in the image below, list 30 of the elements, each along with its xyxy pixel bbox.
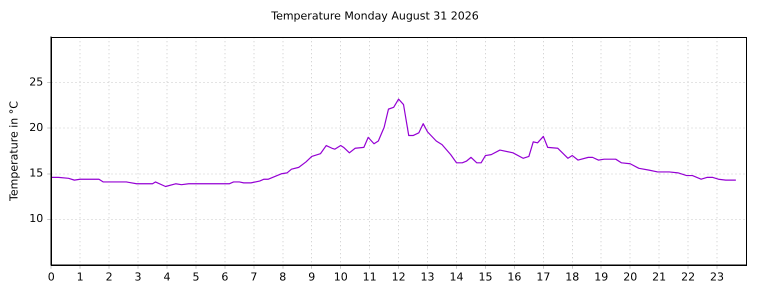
x-tick-label: 16 xyxy=(507,270,522,284)
x-tick-label: 21 xyxy=(652,270,666,284)
x-tick-label: 2 xyxy=(106,270,113,284)
y-tick-label: 10 xyxy=(29,212,44,226)
x-tick-label: 10 xyxy=(334,270,348,284)
x-tick-label: 13 xyxy=(420,270,435,284)
x-tick-label: 18 xyxy=(565,270,580,284)
chart-title: Temperature Monday August 31 2026 xyxy=(270,9,479,22)
y-axis-title: Temperature in °C xyxy=(7,100,20,202)
x-tick-label: 4 xyxy=(164,270,170,284)
x-tick-label: 6 xyxy=(221,270,228,284)
x-tick-label: 22 xyxy=(681,270,696,284)
x-tick-label: 0 xyxy=(48,270,55,284)
x-tick-label: 9 xyxy=(308,270,316,284)
x-tick-label: 1 xyxy=(76,270,84,284)
x-tick-label: 15 xyxy=(478,270,492,284)
x-tick-label: 7 xyxy=(250,270,258,284)
x-tick-label: 11 xyxy=(362,270,377,284)
x-tick-label: 23 xyxy=(710,270,724,284)
x-tick-label: 5 xyxy=(192,270,200,284)
x-tick-label: 12 xyxy=(392,270,406,284)
x-tick-label: 3 xyxy=(134,270,142,284)
x-tick-label: 20 xyxy=(623,270,638,284)
x-tick-label: 17 xyxy=(536,270,550,284)
y-tick-label: 15 xyxy=(29,166,44,180)
y-tick-label: 25 xyxy=(29,76,44,89)
x-tick-label: 19 xyxy=(594,270,608,284)
y-tick-label: 20 xyxy=(29,121,44,134)
x-tick-label: 14 xyxy=(450,270,464,284)
x-tick-label: 8 xyxy=(279,270,286,284)
